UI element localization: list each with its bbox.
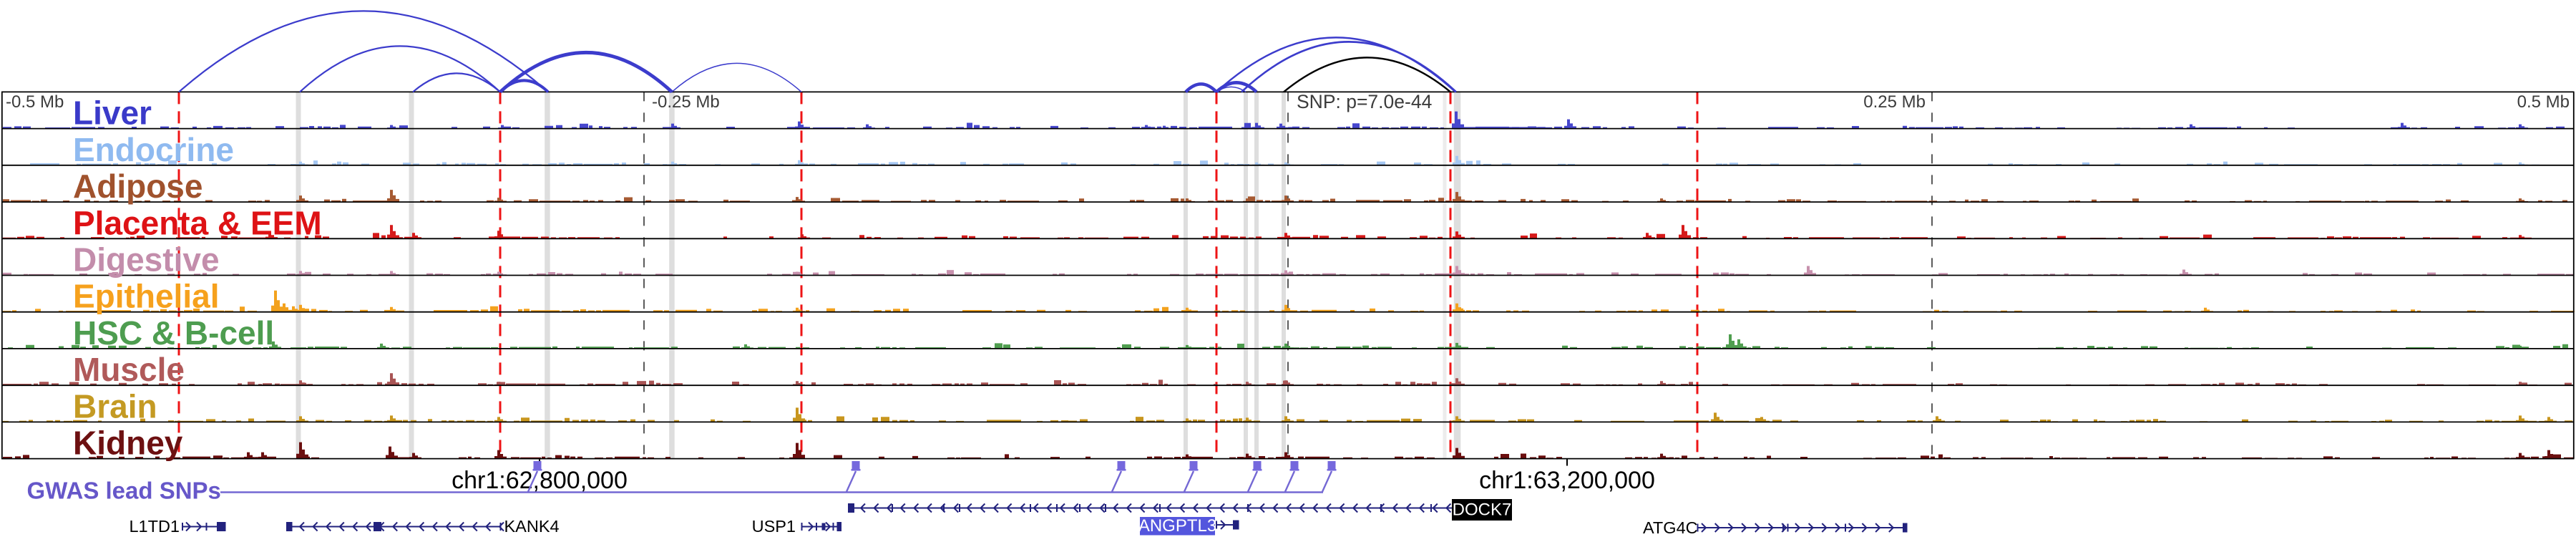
svg-text:Adipose: Adipose — [73, 168, 203, 205]
svg-text:0.25 Mb: 0.25 Mb — [1863, 92, 1926, 112]
svg-text:Epithelial: Epithelial — [73, 278, 219, 315]
svg-text:-0.25 Mb: -0.25 Mb — [652, 92, 720, 112]
svg-text:ANGPTL3: ANGPTL3 — [1138, 516, 1216, 536]
svg-text:L1TD1: L1TD1 — [129, 517, 180, 536]
svg-text:GWAS lead SNPs: GWAS lead SNPs — [27, 478, 221, 504]
svg-text:chr1:63,200,000: chr1:63,200,000 — [1479, 467, 1655, 494]
svg-text:USP1: USP1 — [752, 517, 796, 536]
svg-text:-0.5 Mb: -0.5 Mb — [6, 92, 64, 112]
svg-text:Kidney: Kidney — [73, 425, 183, 462]
svg-text:Brain: Brain — [73, 387, 157, 425]
svg-text:Muscle: Muscle — [73, 351, 185, 388]
svg-text:Digestive: Digestive — [73, 241, 220, 279]
svg-text:SNP: p=7.0e-44: SNP: p=7.0e-44 — [1297, 91, 1432, 112]
svg-text:DOCK7: DOCK7 — [1453, 500, 1512, 520]
svg-text:ATG4C: ATG4C — [1643, 518, 1698, 537]
svg-text:chr1:62,800,000: chr1:62,800,000 — [452, 467, 628, 494]
svg-text:0.5 Mb: 0.5 Mb — [2517, 92, 2570, 112]
svg-text:KANK4: KANK4 — [504, 517, 560, 536]
svg-text:Endocrine: Endocrine — [73, 131, 234, 168]
svg-text:HSC & B-cell: HSC & B-cell — [73, 314, 274, 352]
svg-text:Placenta & EEM: Placenta & EEM — [73, 204, 322, 241]
svg-text:Liver: Liver — [73, 95, 152, 132]
